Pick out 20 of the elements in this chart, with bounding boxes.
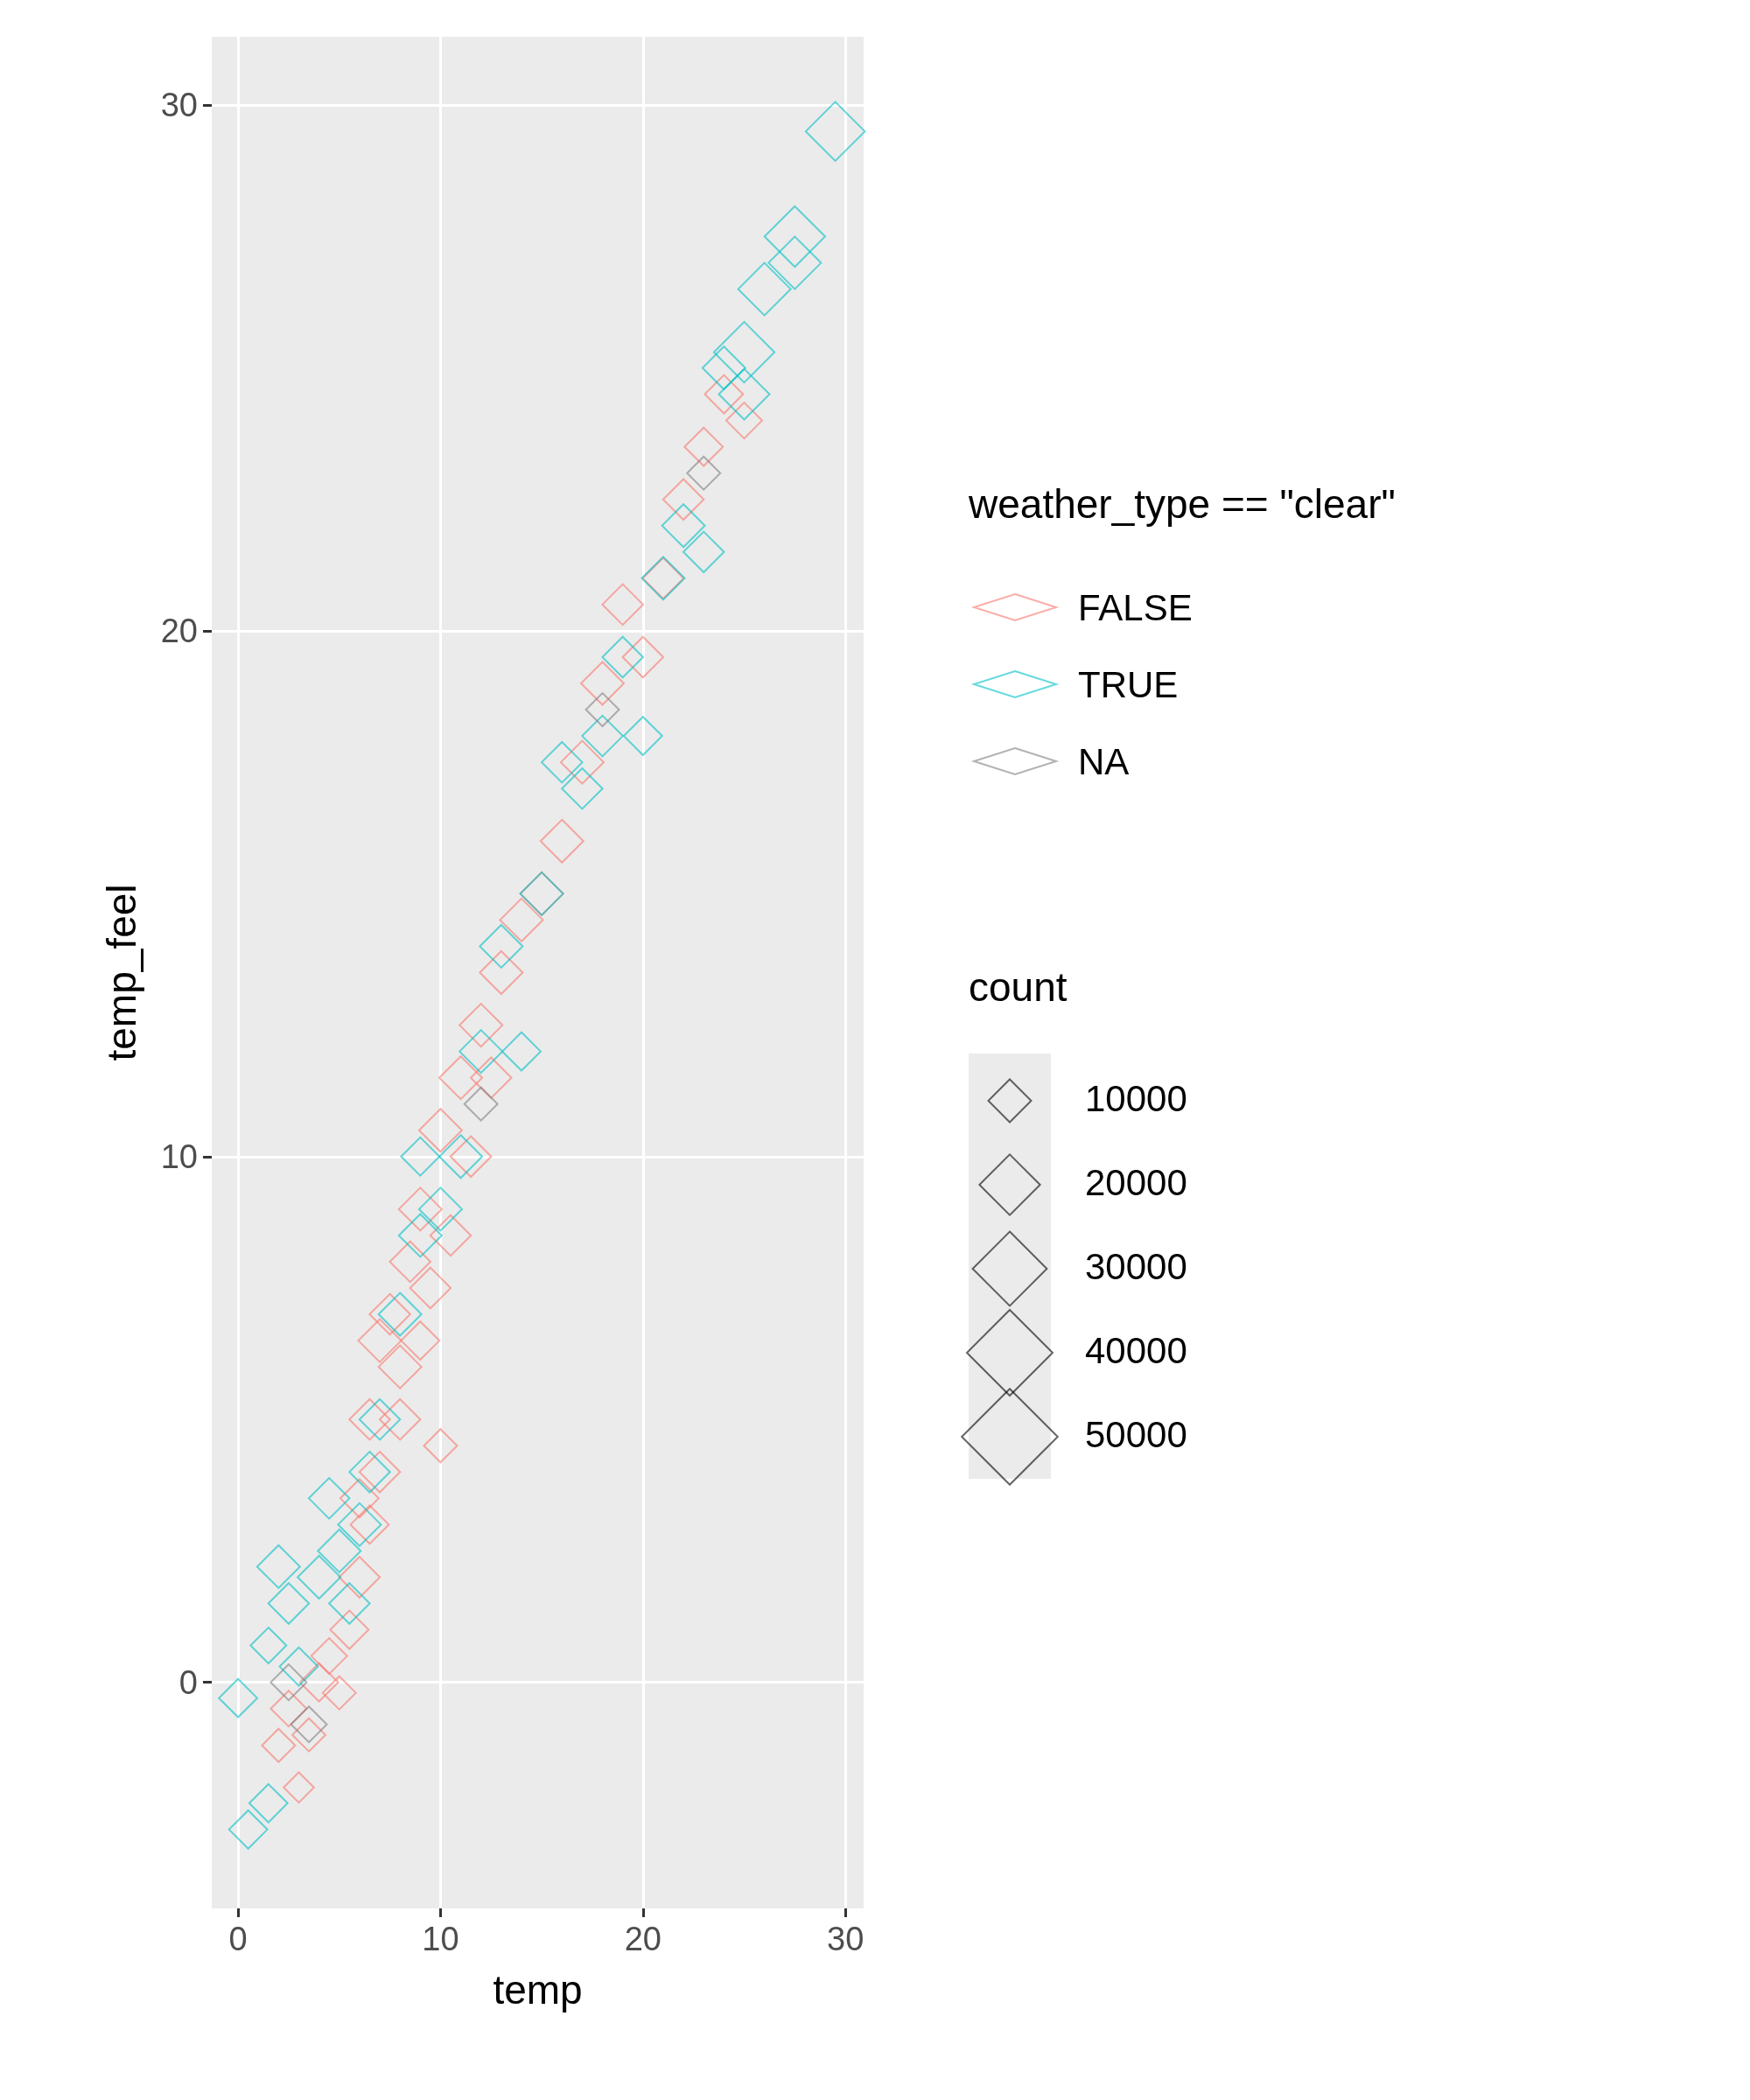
legend-title: weather_type == "clear" bbox=[968, 481, 1396, 527]
legend-label: 20000 bbox=[1085, 1161, 1187, 1203]
y-tick-label: 20 bbox=[160, 612, 198, 649]
x-tick-label: 30 bbox=[827, 1921, 864, 1957]
legend-label: TRUE bbox=[1078, 663, 1179, 705]
y-tick-label: 0 bbox=[178, 1663, 198, 1701]
color-bar-title: count bbox=[969, 964, 1068, 1010]
y-axis-title: temp_feel bbox=[99, 884, 144, 1061]
legend-label: 30000 bbox=[1085, 1245, 1187, 1287]
legend-label: 50000 bbox=[1085, 1413, 1187, 1455]
legend-label: 10000 bbox=[1085, 1077, 1187, 1119]
x-tick-label: 10 bbox=[422, 1921, 459, 1957]
y-tick-label: 10 bbox=[160, 1138, 198, 1175]
y-tick-label: 30 bbox=[160, 87, 198, 124]
x-tick-label: 20 bbox=[624, 1921, 662, 1957]
x-axis-title: temp bbox=[493, 1967, 583, 2012]
legend-label: 40000 bbox=[1085, 1329, 1187, 1371]
x-tick-label: 0 bbox=[228, 1921, 248, 1957]
legend-label: NA bbox=[1078, 740, 1130, 782]
legend-label: FALSE bbox=[1078, 586, 1193, 628]
